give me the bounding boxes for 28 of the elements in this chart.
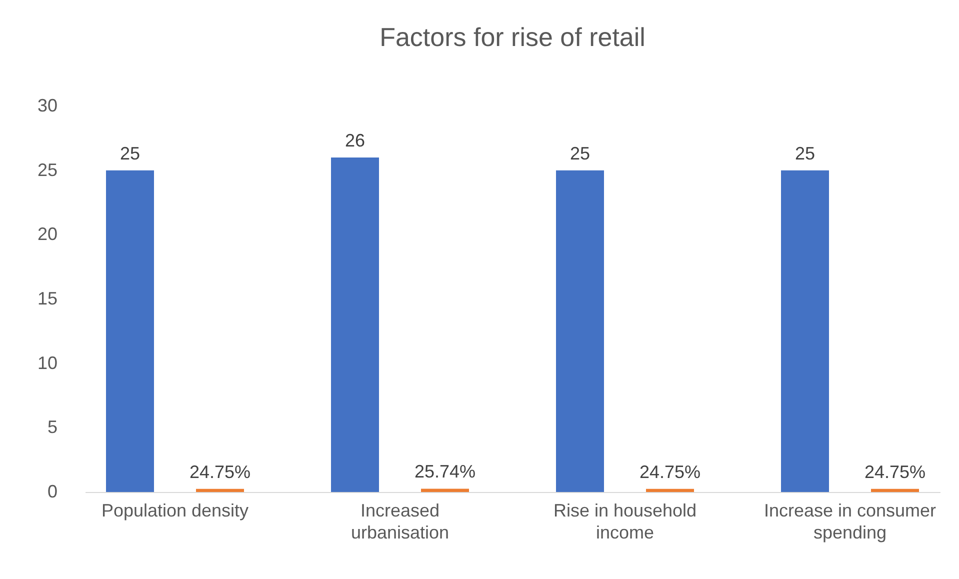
bar <box>781 170 829 492</box>
x-tick-label: Population density <box>101 500 249 520</box>
bar <box>106 170 154 492</box>
y-tick-label: 15 <box>37 288 58 308</box>
y-tick-label: 5 <box>47 417 58 438</box>
data-label: 25.74% <box>414 462 476 482</box>
bar <box>196 488 244 492</box>
bar <box>646 488 694 492</box>
data-label: 24.75% <box>639 462 701 482</box>
data-label: 24.75% <box>864 462 926 482</box>
data-label: 25 <box>570 143 590 164</box>
bar <box>871 488 919 492</box>
y-tick-label: 30 <box>37 96 58 116</box>
x-tick-label: Rise in household income <box>553 500 697 542</box>
bar <box>421 488 469 492</box>
y-tick-label: 25 <box>37 160 58 180</box>
data-label: 24.75% <box>189 462 251 482</box>
y-tick-label: 10 <box>37 352 58 373</box>
bar <box>556 170 604 492</box>
bar <box>331 157 379 492</box>
x-tick-label: Increase in consumer spending <box>764 500 936 542</box>
data-label: 25 <box>794 143 816 164</box>
x-tick-label: Increased urbanisation <box>350 500 450 542</box>
chart-title: Factors for rise of retail <box>380 22 646 52</box>
data-label: 25 <box>120 143 140 164</box>
y-tick-label: 20 <box>37 224 58 244</box>
data-label: 26 <box>344 130 366 150</box>
y-tick-label: 0 <box>47 482 58 502</box>
